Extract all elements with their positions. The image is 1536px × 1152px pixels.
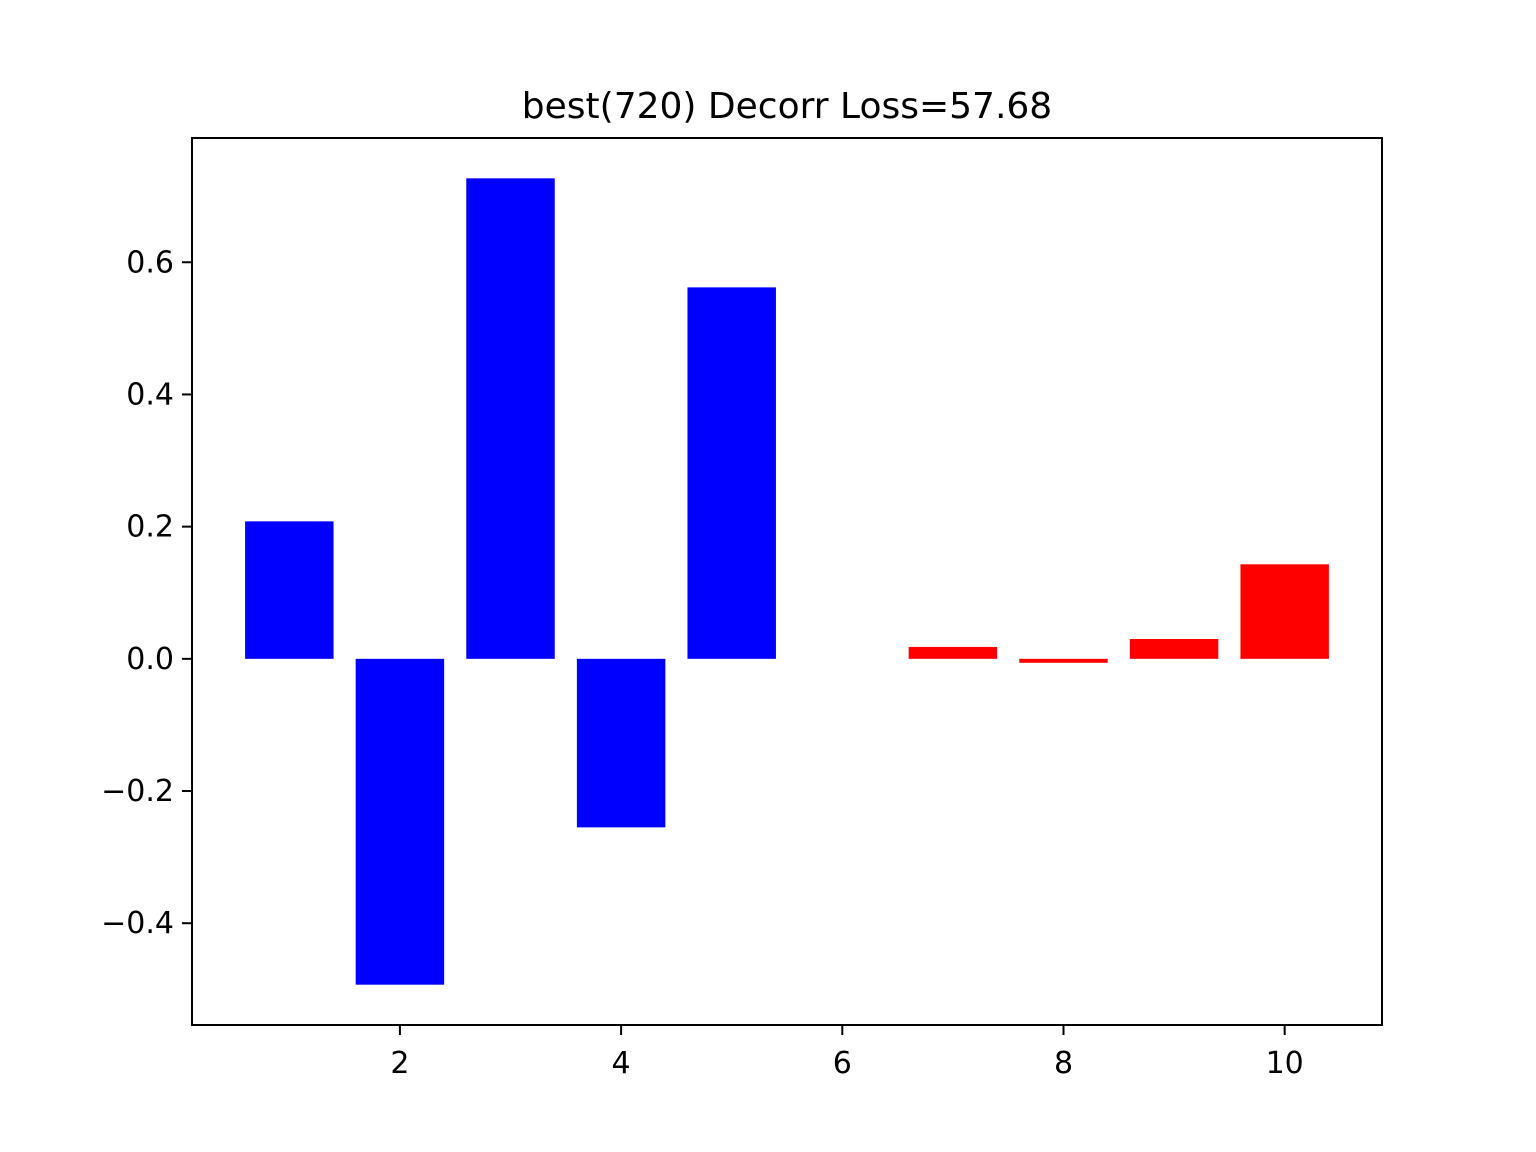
y-tick-label: −0.4 (101, 906, 174, 941)
x-tick-label: 4 (612, 1046, 631, 1081)
bar-1 (245, 521, 334, 659)
x-tick-label: 8 (1054, 1046, 1073, 1081)
plot-area-frame (191, 137, 1383, 1026)
bar-3 (466, 178, 555, 659)
y-axis: −0.4 −0.2 0.0 0.2 0.4 0.6 (101, 245, 192, 941)
bar-7 (908, 646, 998, 659)
bar-2 (355, 658, 445, 985)
y-tick-label: 0.2 (126, 510, 174, 545)
bar-8 (1019, 658, 1108, 663)
y-tick-label: 0.4 (126, 377, 174, 412)
bars-group (245, 178, 1329, 985)
bar-10 (1240, 564, 1329, 659)
x-tick-label: 2 (390, 1046, 409, 1081)
y-tick-label: −0.2 (101, 774, 174, 809)
bar-4 (576, 658, 666, 828)
bar-5 (687, 287, 776, 659)
y-tick-label: 0.6 (126, 245, 174, 280)
x-tick-label: 10 (1266, 1046, 1304, 1081)
bar-9 (1129, 639, 1219, 659)
chart-title: best(720) Decorr Loss=57.68 (522, 86, 1052, 127)
x-axis: 2 4 6 8 10 (390, 1025, 1304, 1081)
x-tick-label: 6 (833, 1046, 852, 1081)
y-tick-label: 0.0 (126, 642, 174, 677)
